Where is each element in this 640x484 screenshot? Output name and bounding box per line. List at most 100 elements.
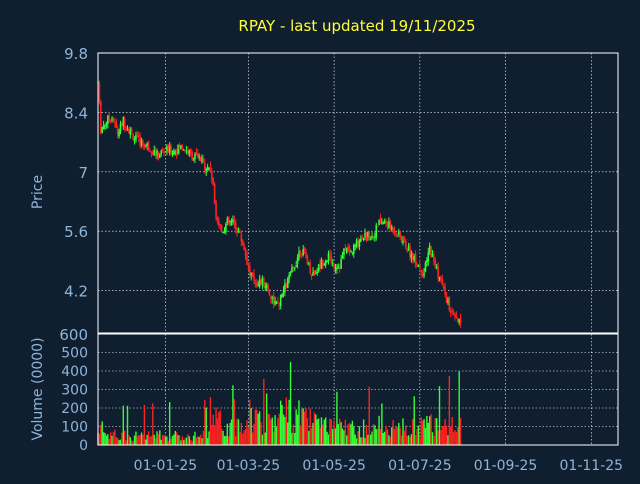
price-panel-border (97, 52, 619, 334)
volume-bar (351, 420, 354, 445)
volume-bar (275, 426, 278, 445)
candle-body (149, 150, 151, 152)
volume-bar (168, 402, 171, 445)
candle-body (357, 242, 359, 247)
candle-body (354, 245, 356, 247)
volume-bar (197, 436, 199, 445)
candle-body (417, 265, 420, 267)
candle-body (416, 265, 418, 267)
volume-bar (109, 432, 112, 445)
volume-bar (447, 435, 449, 445)
candle-body (430, 246, 432, 258)
volume-bar (219, 410, 221, 445)
candle-body (341, 256, 344, 258)
volume-bar (161, 434, 164, 445)
candle-body (409, 245, 411, 257)
price-tick-label: 7 (78, 164, 88, 182)
candle-body (431, 253, 434, 257)
candle-body (225, 223, 227, 233)
candle-body (246, 253, 248, 265)
volume-bar (105, 435, 108, 445)
candle-body (367, 232, 369, 237)
volume-bar (111, 435, 113, 445)
candle-body (211, 170, 213, 180)
candle-body (177, 144, 179, 154)
volume-bar (115, 437, 117, 445)
volume-bar (254, 409, 257, 445)
candle-body (204, 162, 206, 170)
volume-bar (344, 420, 347, 445)
volume-bar (206, 438, 209, 445)
volume-bar (213, 425, 216, 445)
candle-body (130, 128, 133, 133)
volume-bar (430, 414, 432, 445)
volume-bar (330, 419, 332, 445)
candle-body (128, 128, 130, 134)
candle-body (244, 250, 247, 256)
volume-bar (296, 414, 299, 445)
candle-body (135, 135, 137, 141)
volume-bar (324, 417, 327, 445)
candle-body (404, 240, 407, 249)
candle-body (206, 166, 209, 171)
volume-bar (455, 431, 458, 445)
volume-bar (336, 391, 338, 445)
candle-body (157, 152, 160, 157)
volume-bar (126, 405, 129, 445)
candle-body (192, 157, 195, 159)
candle-body (264, 287, 267, 289)
volume-bar (372, 424, 375, 445)
candle-body (187, 150, 189, 155)
candle-body (278, 304, 281, 307)
candle-body (188, 149, 191, 155)
volume-bar (365, 425, 368, 445)
volume-bar (277, 418, 279, 445)
candle-body (388, 221, 390, 228)
volume-bar (209, 397, 212, 445)
candle-body (375, 224, 378, 238)
candle-body (102, 125, 105, 129)
candle-body (302, 248, 304, 256)
candle-body (338, 266, 341, 269)
volume-bar (268, 414, 271, 445)
volume-bar (220, 428, 223, 445)
candle-body (284, 283, 286, 293)
volume-bar (426, 415, 428, 445)
volume-bar (212, 414, 214, 445)
candle-body (218, 220, 220, 225)
candle-body (260, 279, 262, 285)
volume-bar (101, 421, 103, 445)
volume-bar (247, 426, 250, 445)
candle-body (413, 255, 416, 261)
volume-bar (185, 437, 188, 445)
volume-bar (281, 404, 283, 445)
candle-body (121, 122, 123, 127)
candle-body (428, 245, 431, 253)
candle-body (147, 142, 150, 150)
volume-bar (131, 440, 133, 445)
volume-bar (420, 417, 422, 445)
volume-bar (354, 434, 356, 445)
candle-body (173, 150, 175, 155)
candle-body (348, 247, 351, 251)
price-axis-label: Price (30, 175, 46, 209)
candle-body (442, 285, 445, 288)
volume-bar (454, 430, 456, 445)
volume-bar (361, 437, 363, 445)
volume-bar (114, 429, 116, 445)
candle-body (100, 101, 102, 134)
volume-bar (441, 426, 444, 445)
candle-body (174, 151, 177, 153)
candle-body (129, 129, 132, 135)
candle-body (181, 146, 184, 149)
candle-body (351, 252, 354, 254)
candle-body (300, 253, 303, 255)
volume-bar (156, 431, 158, 445)
candle-body (185, 150, 188, 152)
volume-bar (369, 434, 372, 445)
volume-tick-label: 200 (61, 401, 88, 417)
volume-bar (223, 435, 226, 445)
candle-body (407, 245, 410, 251)
candle-body (334, 267, 337, 271)
